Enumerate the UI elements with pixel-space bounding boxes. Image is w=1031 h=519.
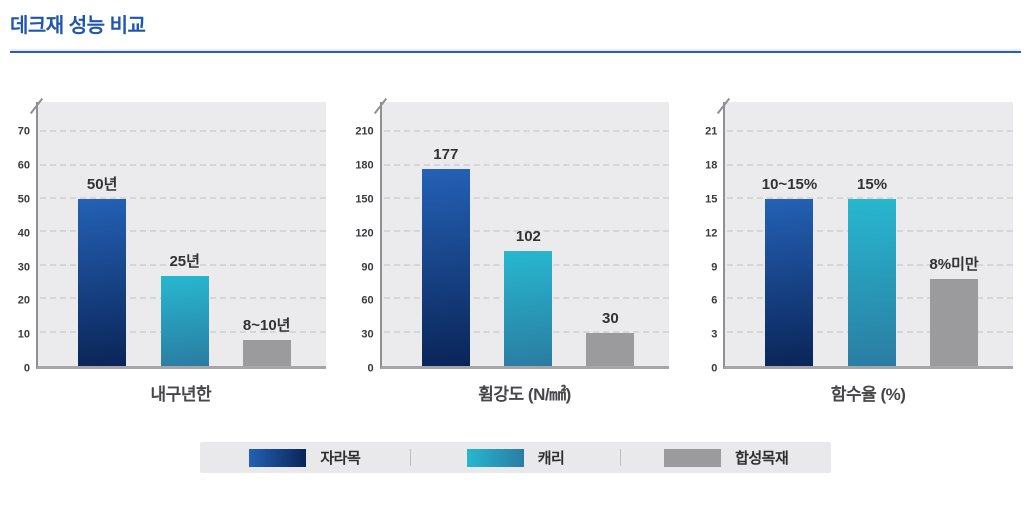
bar-캐리 xyxy=(848,198,897,366)
bar-value-label: 102 xyxy=(515,228,541,246)
plot-panel: 177 102 30 xyxy=(373,97,670,369)
y-tick-label: 30 xyxy=(361,328,374,341)
charts-row: 0 10 20 30 40 50 60 70 50년 25년 8~10년 내구년한 0 30 60 90 120… xyxy=(0,97,1031,405)
chart-plot-area: 0 30 60 90 120 150 180 210 177 102 30 xyxy=(352,97,670,374)
gridline xyxy=(727,130,1014,133)
page-title: 데크재 성능 비교 xyxy=(10,15,146,37)
bar-자라목 xyxy=(765,198,814,366)
y-tick-label: 21 xyxy=(705,125,718,138)
legend-label: 캐리 xyxy=(537,450,565,467)
gridline xyxy=(727,163,1014,166)
y-tick-label: 0 xyxy=(367,362,374,375)
bar-value-label: 8%미만 xyxy=(929,256,979,274)
plot-panel: 10~15% 15% 8%미만 xyxy=(717,97,1014,369)
bar-value-label: 8~10년 xyxy=(242,316,291,334)
gridline xyxy=(383,163,670,166)
y-tick-label: 40 xyxy=(17,227,30,240)
gridline xyxy=(727,196,1014,199)
bar-value-label: 30 xyxy=(602,309,619,327)
legend-swatch-icon xyxy=(249,448,307,467)
gridline xyxy=(383,130,670,133)
gridline xyxy=(40,230,326,233)
chart-title: 휨강도 (N/㎟) xyxy=(478,385,571,404)
y-tick-label: 9 xyxy=(711,261,718,274)
y-tick-label: 15 xyxy=(705,193,718,206)
legend-label: 합성목재 xyxy=(735,450,789,467)
bar-자라목 xyxy=(421,168,470,366)
bar-value-label: 10~15% xyxy=(761,175,818,193)
bar-value-label: 50년 xyxy=(86,175,118,193)
legend-item-합성목재: 합성목재 xyxy=(621,442,831,473)
header: 데크재 성능 비교 xyxy=(0,0,1031,53)
chart-plot-area: 0 10 20 30 40 50 60 70 50년 25년 8~10년 xyxy=(8,97,326,374)
y-axis-labels: 0 3 6 9 12 15 18 21 xyxy=(695,102,723,374)
gridline xyxy=(40,263,326,266)
legend-divider xyxy=(409,449,411,466)
legend-divider xyxy=(620,449,622,466)
y-tick-label: 50 xyxy=(17,193,30,206)
bar-value-label: 15% xyxy=(857,175,888,193)
y-tick-label: 6 xyxy=(711,294,718,307)
bar-자라목 xyxy=(78,198,127,366)
legend-label: 자라목 xyxy=(320,450,361,467)
y-tick-label: 0 xyxy=(23,362,30,375)
gridline xyxy=(40,130,326,133)
y-tick-label: 12 xyxy=(705,227,718,240)
legend-item-캐리: 캐리 xyxy=(411,442,621,473)
y-tick-label: 10 xyxy=(17,328,30,341)
chart-plot-area: 0 3 6 9 12 15 18 21 10~15% 15% 8%미만 xyxy=(695,97,1014,374)
y-tick-label: 120 xyxy=(355,227,374,240)
chart-block-2: 0 30 60 90 120 150 180 210 177 102 30 휨강도 (N/㎟) xyxy=(352,97,670,405)
bar-value-label: 25년 xyxy=(169,252,200,270)
title-divider xyxy=(10,51,1021,53)
legend-swatch-icon xyxy=(466,448,524,467)
gridline xyxy=(40,163,326,166)
y-tick-label: 0 xyxy=(711,362,718,375)
gridline xyxy=(383,230,670,233)
y-tick-label: 60 xyxy=(361,294,374,307)
y-tick-label: 150 xyxy=(355,193,374,206)
bar-합성목재 xyxy=(586,332,635,366)
y-axis-labels: 0 30 60 90 120 150 180 210 xyxy=(352,102,380,374)
y-tick-label: 210 xyxy=(355,125,374,138)
y-tick-label: 20 xyxy=(17,294,30,307)
gridline xyxy=(383,196,670,199)
plot-panel: 50년 25년 8~10년 xyxy=(29,97,326,369)
bar-캐리 xyxy=(504,251,553,366)
bar-캐리 xyxy=(160,275,209,366)
bar-value-label: 177 xyxy=(433,145,459,163)
legend: 자라목 캐리 합성목재 xyxy=(200,442,831,473)
y-tick-label: 60 xyxy=(17,159,30,172)
chart-title: 내구년한 xyxy=(150,385,212,404)
legend-swatch-icon xyxy=(664,448,722,467)
y-tick-label: 3 xyxy=(711,328,718,341)
y-tick-label: 30 xyxy=(17,261,30,274)
page: 데크재 성능 비교 0 10 20 30 40 50 60 70 50년 25년 8~10년 내구년한… xyxy=(0,0,1031,473)
y-tick-label: 180 xyxy=(355,159,374,172)
y-tick-label: 90 xyxy=(361,261,374,274)
y-tick-label: 18 xyxy=(705,159,718,172)
chart-title: 함수율 (%) xyxy=(830,385,906,404)
gridline xyxy=(40,196,326,199)
bar-합성목재 xyxy=(930,279,979,366)
legend-item-자라목: 자라목 xyxy=(200,442,410,473)
bar-합성목재 xyxy=(242,339,291,366)
y-axis-labels: 0 10 20 30 40 50 60 70 xyxy=(8,102,36,374)
y-tick-label: 70 xyxy=(17,125,30,138)
